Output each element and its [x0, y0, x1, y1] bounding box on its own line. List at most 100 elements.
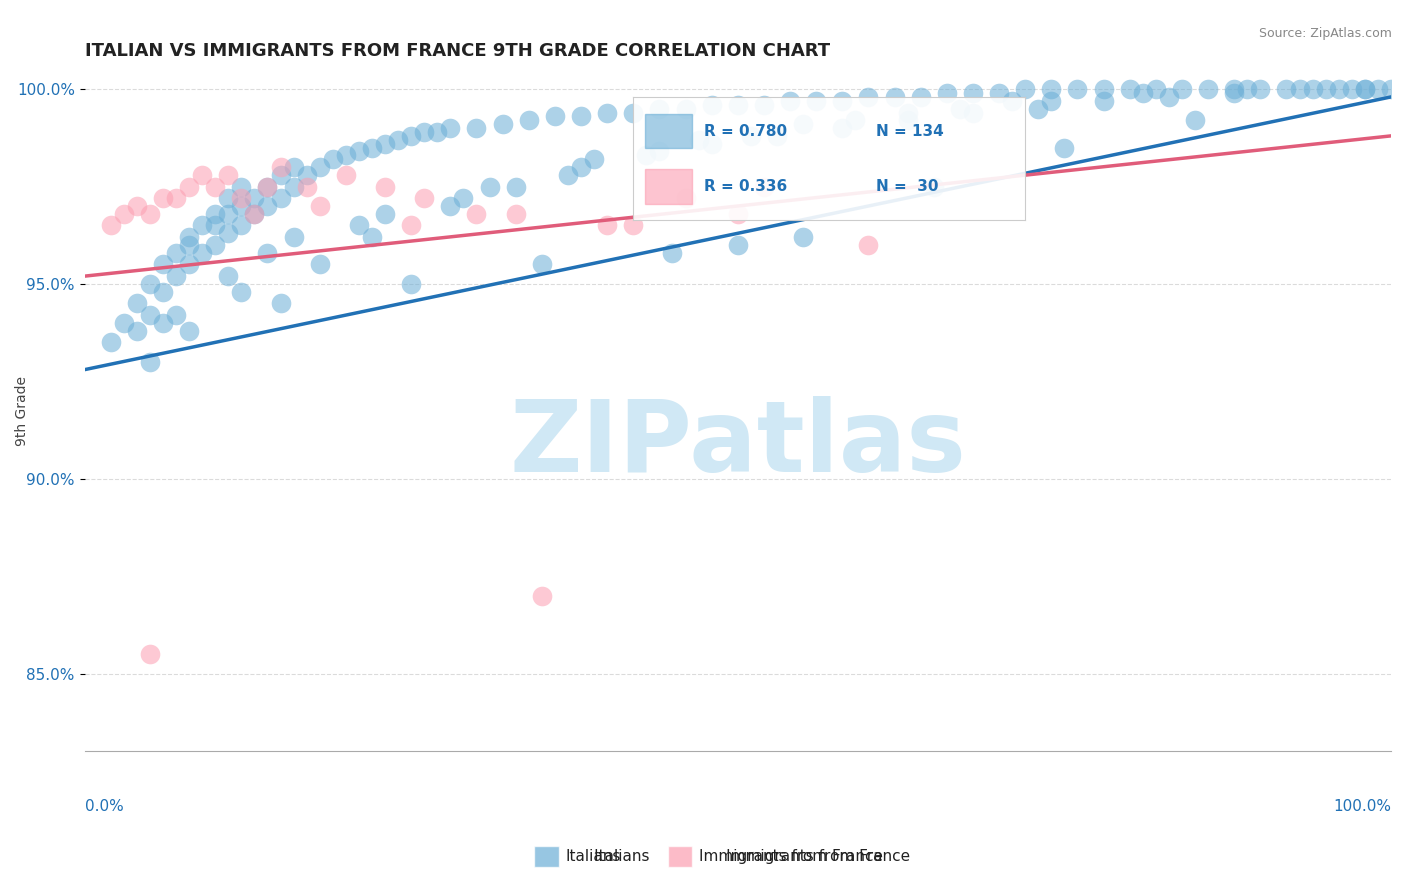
- Point: [439, 199, 461, 213]
- Point: [897, 105, 920, 120]
- Point: [530, 589, 553, 603]
- Point: [191, 168, 214, 182]
- Point: [374, 207, 396, 221]
- Point: [530, 257, 553, 271]
- Point: [165, 269, 187, 284]
- Point: [283, 230, 305, 244]
- Bar: [534, 846, 560, 867]
- Point: [491, 117, 513, 131]
- Text: ITALIAN VS IMMIGRANTS FROM FRANCE 9TH GRADE CORRELATION CHART: ITALIAN VS IMMIGRANTS FROM FRANCE 9TH GR…: [84, 42, 830, 60]
- Point: [322, 153, 344, 167]
- Point: [243, 191, 266, 205]
- Point: [1197, 82, 1219, 96]
- Point: [453, 191, 475, 205]
- Point: [661, 245, 683, 260]
- Point: [204, 179, 226, 194]
- Point: [766, 128, 789, 143]
- Point: [1327, 82, 1350, 96]
- Point: [165, 191, 187, 205]
- Point: [204, 207, 226, 221]
- Point: [361, 140, 384, 154]
- Point: [1354, 82, 1376, 96]
- Point: [387, 133, 409, 147]
- Point: [1014, 82, 1036, 96]
- Point: [675, 191, 697, 205]
- Point: [177, 257, 200, 271]
- Point: [112, 316, 135, 330]
- Point: [1157, 90, 1180, 104]
- Point: [935, 86, 957, 100]
- Point: [831, 94, 853, 108]
- Point: [569, 160, 592, 174]
- Point: [688, 133, 710, 147]
- Point: [125, 199, 148, 213]
- Point: [648, 145, 671, 159]
- Point: [557, 168, 579, 182]
- Point: [465, 121, 488, 136]
- Point: [1066, 82, 1088, 96]
- Point: [700, 97, 723, 112]
- Point: [270, 191, 292, 205]
- Point: [1040, 94, 1063, 108]
- Point: [1302, 82, 1324, 96]
- Point: [1144, 82, 1167, 96]
- Text: Immigrants from France: Immigrants from France: [699, 849, 883, 863]
- Point: [165, 245, 187, 260]
- Text: Italians: Italians: [560, 849, 650, 863]
- Point: [727, 238, 749, 252]
- Point: [399, 277, 422, 291]
- Point: [648, 102, 671, 116]
- Point: [177, 179, 200, 194]
- Point: [139, 207, 162, 221]
- Point: [335, 148, 357, 162]
- Point: [1275, 82, 1298, 96]
- Point: [295, 168, 318, 182]
- Point: [1118, 82, 1140, 96]
- Bar: [668, 846, 692, 867]
- Point: [583, 153, 606, 167]
- Point: [1340, 82, 1362, 96]
- Point: [831, 121, 853, 136]
- Point: [596, 219, 619, 233]
- Point: [217, 191, 239, 205]
- Point: [125, 324, 148, 338]
- Point: [256, 245, 278, 260]
- Point: [256, 179, 278, 194]
- Point: [1184, 113, 1206, 128]
- Point: [204, 219, 226, 233]
- Point: [177, 238, 200, 252]
- Point: [544, 109, 567, 123]
- Point: [1354, 82, 1376, 96]
- Point: [727, 207, 749, 221]
- Point: [125, 296, 148, 310]
- Point: [426, 125, 449, 139]
- Point: [1053, 140, 1076, 154]
- Point: [177, 230, 200, 244]
- Point: [1367, 82, 1389, 96]
- Point: [231, 179, 253, 194]
- Text: ZIPatlas: ZIPatlas: [509, 396, 966, 493]
- Point: [844, 113, 866, 128]
- Point: [139, 647, 162, 661]
- Point: [413, 191, 436, 205]
- Point: [295, 179, 318, 194]
- Point: [139, 355, 162, 369]
- Point: [1379, 82, 1402, 96]
- Point: [139, 277, 162, 291]
- Point: [308, 199, 330, 213]
- Point: [139, 308, 162, 322]
- Point: [779, 94, 801, 108]
- Point: [675, 102, 697, 116]
- Point: [569, 109, 592, 123]
- Point: [1171, 82, 1194, 96]
- Point: [374, 136, 396, 151]
- Text: Italians: Italians: [565, 849, 621, 863]
- Point: [413, 125, 436, 139]
- Point: [621, 105, 644, 120]
- Point: [347, 219, 370, 233]
- Point: [1288, 82, 1310, 96]
- Point: [231, 191, 253, 205]
- Point: [858, 90, 880, 104]
- Point: [1249, 82, 1271, 96]
- Point: [177, 324, 200, 338]
